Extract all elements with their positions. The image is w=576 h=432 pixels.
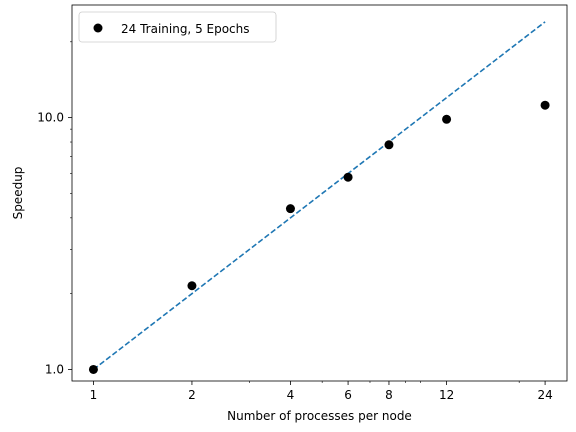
legend-box: [78, 11, 277, 43]
data-points: [88, 100, 550, 374]
data-point: [540, 100, 550, 110]
x-tick-label: 12: [439, 388, 454, 402]
x-tick-label: 2: [188, 388, 196, 402]
x-axis-label: Number of processes per node: [227, 409, 412, 423]
data-point: [187, 281, 197, 291]
x-tick-label: 24: [537, 388, 552, 402]
data-point: [285, 204, 295, 214]
x-axis-ticks: 1 2 4 6 8 12 24: [90, 381, 553, 402]
plot-area: [72, 5, 567, 381]
data-point: [384, 140, 394, 150]
legend-label: 24 Training, 5 Epochs: [121, 22, 250, 36]
data-point: [88, 364, 98, 374]
plot-frame: [71, 4, 568, 382]
data-point: [343, 172, 353, 182]
legend: 24 Training, 5 Epochs: [78, 11, 277, 43]
y-tick-label: 10.0: [37, 111, 64, 125]
x-tick-label: 4: [287, 388, 295, 402]
reference-line: [92, 21, 546, 371]
y-axis-label: Speedup: [11, 167, 25, 220]
y-axis-ticks: 1.0 10.0: [37, 111, 72, 376]
y-tick-label: 1.0: [45, 362, 64, 376]
data-point: [442, 114, 452, 124]
x-tick-label: 8: [385, 388, 393, 402]
x-tick-label: 6: [344, 388, 352, 402]
legend-marker: [93, 23, 103, 33]
x-tick-label: 1: [90, 388, 98, 402]
